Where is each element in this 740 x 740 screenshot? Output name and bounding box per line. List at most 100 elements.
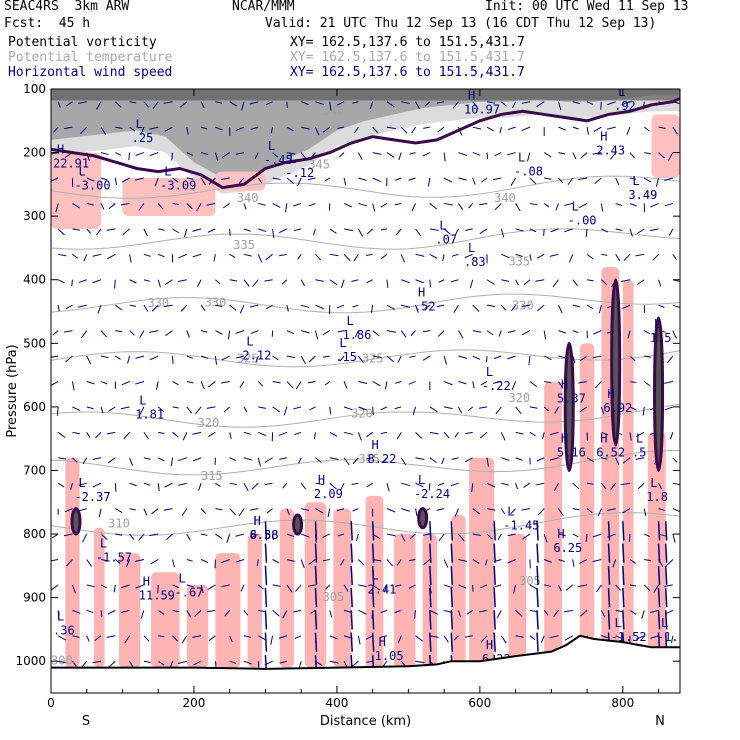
wind-vector	[343, 202, 352, 208]
wind-vector	[286, 305, 289, 312]
wind-vector	[243, 279, 250, 287]
wind-vector	[86, 609, 94, 614]
wind-vector	[178, 457, 187, 462]
wind-vector	[664, 584, 673, 588]
wind-vector	[386, 279, 389, 288]
low-label-value: .25	[132, 131, 154, 145]
wind-vector	[521, 126, 531, 132]
wind-vector	[621, 279, 631, 282]
wind-vector	[207, 381, 216, 388]
wind-vector	[665, 609, 674, 615]
wind-vector	[601, 279, 607, 285]
wind-vector	[309, 202, 316, 207]
wind-vector	[443, 584, 453, 589]
wind-vector	[457, 330, 464, 339]
low-label-marker: L	[661, 616, 668, 630]
wind-vector	[312, 228, 316, 236]
wind-vector	[586, 508, 593, 514]
wind-vector	[615, 228, 623, 232]
pv-contour-loop	[417, 507, 429, 530]
wind-vector	[422, 533, 430, 536]
wind-vector-strong	[493, 543, 496, 563]
wind-vector	[458, 584, 467, 589]
pv-contour-loop	[563, 341, 575, 472]
y-tick-label: 400	[23, 273, 46, 287]
wind-vector	[163, 101, 173, 104]
wind-vector	[257, 381, 264, 387]
wind-vector-strong	[371, 610, 375, 630]
wind-vector	[172, 177, 179, 183]
low-label-value: .36	[53, 624, 75, 638]
wind-vector	[629, 228, 633, 237]
wind-vector	[415, 253, 425, 257]
pink-column	[247, 534, 262, 668]
wind-vector	[510, 508, 516, 515]
wind-vector	[486, 304, 496, 308]
y-tick-label: 100	[23, 82, 46, 96]
low-label-marker: L	[468, 241, 475, 255]
high-label-marker: H	[600, 432, 607, 446]
wind-vector	[315, 126, 320, 136]
high-label-marker: H	[468, 88, 475, 102]
pink-upper-patch	[51, 152, 102, 229]
wind-vector	[86, 635, 90, 642]
wind-vector	[443, 381, 453, 386]
wind-vector	[236, 559, 245, 563]
wind-vector	[429, 635, 439, 638]
wind-vector	[558, 330, 566, 334]
wind-vector	[186, 584, 194, 588]
theta-label: 335	[508, 255, 530, 269]
low-label-marker: L	[632, 174, 639, 188]
wind-vector	[572, 101, 580, 105]
wind-vector-strong	[622, 521, 625, 541]
wind-vector	[629, 152, 635, 159]
wind-vector	[578, 584, 588, 588]
wind-vector	[251, 533, 259, 538]
wind-vector	[496, 610, 502, 619]
wind-vector-strong	[371, 521, 375, 541]
high-label-value: 10.97	[464, 102, 500, 116]
low-label-marker: L	[246, 334, 253, 348]
low-label-value: -1.52	[611, 630, 647, 644]
wind-vector	[57, 305, 60, 312]
plot-area: 340 345 340 340 335 335 330 330 330 325 325 320 320 3…	[51, 88, 680, 693]
wind-vector	[315, 482, 324, 486]
wind-vector	[386, 304, 395, 310]
wind-vector	[544, 584, 552, 587]
wind-vector-strong	[264, 521, 268, 541]
wind-vector	[294, 635, 302, 639]
wind-vector	[529, 635, 536, 641]
wind-vector	[300, 101, 309, 105]
wind-vector	[543, 355, 552, 361]
wind-vector	[58, 457, 67, 460]
wind-vector	[329, 482, 337, 490]
wind-vector	[479, 431, 488, 439]
wind-vector	[266, 304, 273, 310]
init-label: Init: 00 UTC Wed 11 Sep 13	[485, 0, 689, 14]
wind-vector-strong	[264, 632, 268, 652]
wind-vector	[507, 355, 516, 360]
wind-vector	[56, 406, 59, 416]
wind-vector	[143, 228, 148, 237]
wind-vector	[472, 304, 480, 312]
wind-vector-strong	[264, 565, 268, 585]
wind-vector	[57, 635, 66, 641]
wind-vector	[578, 380, 588, 384]
wind-vector	[322, 533, 330, 538]
wind-vector	[140, 126, 145, 135]
wind-vector	[186, 610, 192, 618]
wind-vector-strong	[607, 610, 611, 630]
wind-vector	[178, 279, 187, 283]
wind-vector	[444, 202, 453, 206]
wind-vector	[57, 482, 65, 488]
wind-vector	[436, 304, 445, 308]
wind-vector	[255, 355, 259, 363]
wind-vector	[257, 457, 261, 467]
wind-vector	[358, 609, 367, 615]
wind-vector	[635, 253, 645, 257]
low-label-marker: L	[164, 165, 171, 179]
high-label-marker: H	[254, 514, 261, 528]
wind-vector	[129, 533, 135, 540]
wind-vector	[372, 177, 382, 183]
